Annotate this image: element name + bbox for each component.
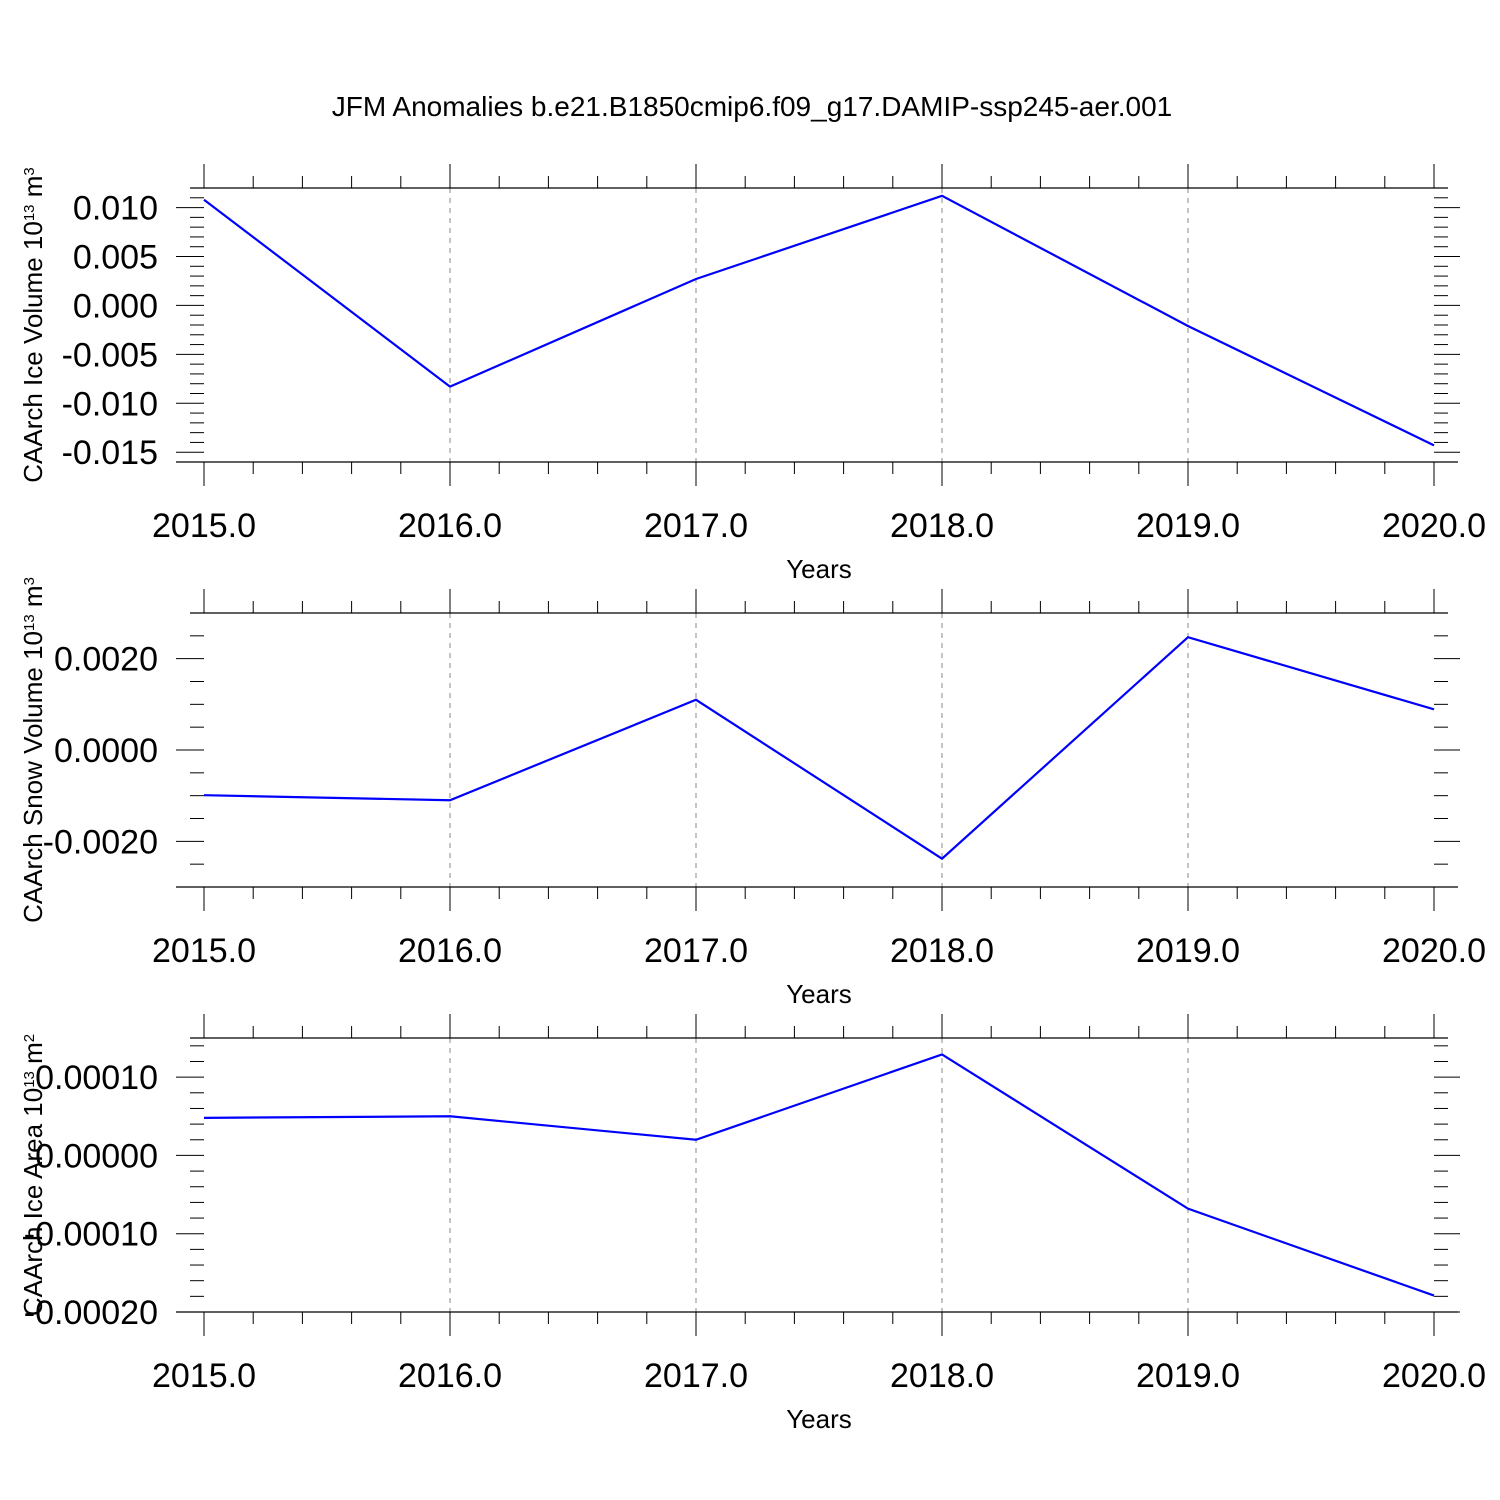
x-tick-label: 2015.0 [152, 932, 256, 970]
x-tick-label: 2020.0 [1382, 507, 1486, 545]
y-tick-label: -0.00020 [24, 1294, 158, 1332]
x-tick-label: 2018.0 [890, 507, 994, 545]
x-axis-label: Years [786, 554, 852, 584]
panels: 0.010 0.005 0.000 -0.005 -0.010 -0.015 2015.0 2… [18, 164, 1486, 1434]
x-tick-label: 2020.0 [1382, 932, 1486, 970]
y-axis-label-part: m [18, 585, 48, 614]
x-tick-label: 2019.0 [1136, 1357, 1240, 1395]
y-axis-label-exponent: 13 [21, 614, 38, 631]
series-line [203, 635, 1435, 861]
x-tick-label: 2019.0 [1136, 507, 1240, 545]
x-tick-label: 2018.0 [890, 1357, 994, 1395]
panel-2: 0.0020 0.0000 -0.0020 2015.0 2016.0 2017.0 201… [18, 577, 1486, 1009]
x-tick-label: 2019.0 [1136, 932, 1240, 970]
y-axis-label: CAArch Ice Volume 1013 m3 [18, 167, 48, 483]
y-axis-label-exponent: 3 [21, 167, 38, 175]
series-line [203, 1053, 1435, 1297]
series-line [203, 194, 1435, 447]
x-tick-label: 2018.0 [890, 932, 994, 970]
x-axis-label: Years [786, 1404, 852, 1434]
y-axis-label-exponent: 13 [21, 204, 38, 221]
y-tick-label: 0.00000 [35, 1137, 158, 1175]
y-axis-label-part: m [18, 176, 48, 205]
y-tick-label: 0.010 [73, 190, 158, 228]
x-tick-label: 2015.0 [152, 1357, 256, 1395]
x-tick-label: 2015.0 [152, 507, 256, 545]
x-axis-label: Years [786, 979, 852, 1009]
y-axis-label-exponent: 13 [21, 1071, 38, 1088]
y-tick-label: -0.00010 [24, 1216, 158, 1254]
x-tick-label: 2017.0 [644, 1357, 748, 1395]
x-tick-label: 2016.0 [398, 1357, 502, 1395]
y-axis-label-exponent: 2 [21, 1034, 38, 1042]
y-axis-label-part: CAArch Snow Volume 10 [18, 631, 48, 923]
y-axis-label-part: CAArch Ice Area 10 [18, 1088, 48, 1316]
y-tick-label: 0.0000 [54, 732, 158, 770]
y-axis-label-exponent: 3 [21, 577, 38, 585]
y-tick-label: -0.005 [62, 336, 158, 374]
chart-title: JFM Anomalies b.e21.B1850cmip6.f09_g17.D… [332, 91, 1172, 122]
y-tick-label: 0.0020 [54, 641, 158, 679]
y-tick-label: -0.010 [62, 385, 158, 423]
panel-3: 0.00010 0.00000 -0.00010 -0.00020 2015.0 2016… [18, 1014, 1486, 1434]
x-tick-label: 2020.0 [1382, 1357, 1486, 1395]
x-tick-label: 2017.0 [644, 932, 748, 970]
x-tick-label: 2017.0 [644, 507, 748, 545]
x-tick-label: 2016.0 [398, 932, 502, 970]
x-tick-label: 2016.0 [398, 507, 502, 545]
y-tick-label: -0.0020 [43, 823, 158, 861]
y-tick-label: 0.00010 [35, 1059, 158, 1097]
y-axis-label: CAArch Ice Area 1013 m2 [18, 1034, 48, 1316]
y-tick-label: 0.000 [73, 287, 158, 325]
y-axis-label-part: CAArch Ice Volume 10 [18, 221, 48, 483]
y-tick-label: 0.005 [73, 239, 158, 277]
y-axis-label-part: m [18, 1042, 48, 1071]
y-axis-label: CAArch Snow Volume 1013 m3 [18, 577, 48, 923]
panel-1: 0.010 0.005 0.000 -0.005 -0.010 -0.015 2015.0 2… [18, 164, 1486, 584]
y-tick-label: -0.015 [62, 434, 158, 472]
